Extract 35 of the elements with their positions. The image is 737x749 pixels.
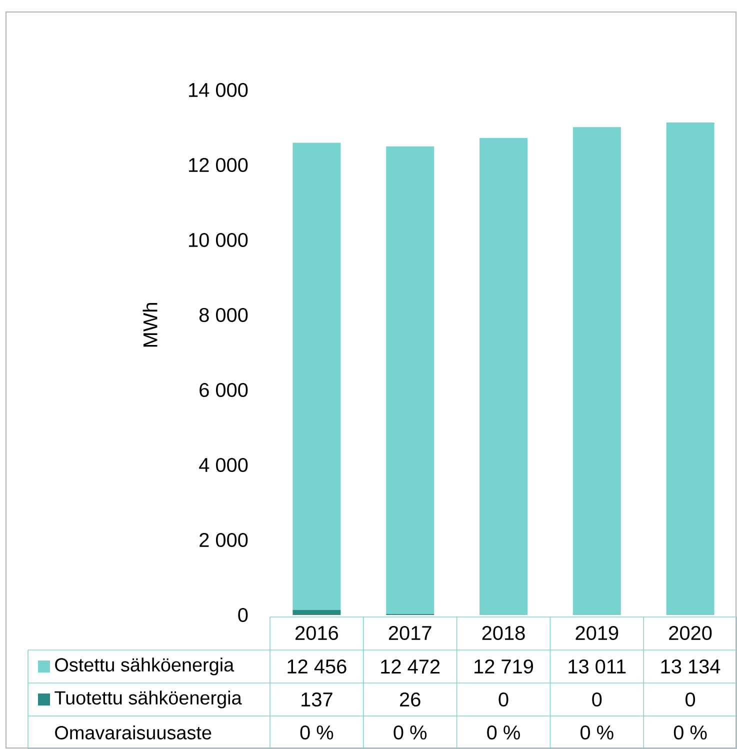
data-label: 0 [592,692,602,707]
data-label: 12 719 [474,659,533,674]
data-label: 0 % [487,725,520,740]
x-tick-label: 2018 [482,626,525,640]
x-tick-label: 2019 [576,626,618,640]
bar [386,146,434,614]
y-tick-label: 10 000 [189,232,248,248]
data-label: 12 472 [381,660,440,674]
data-label: 0 % [394,725,427,740]
data-label: 0 % [300,725,334,740]
data-label: 13 011 [568,659,626,674]
y-tick-label: 14 000 [189,82,248,98]
data-label: 0 [686,692,696,707]
x-tick-label: 2017 [388,626,432,640]
y-tick-label: 12 000 [189,158,248,172]
x-tick-label: 2020 [669,626,712,640]
bar [292,142,341,610]
legend-label: Tuotettu sähköenergia [54,690,242,708]
y-tick-label: 2 000 [200,532,248,548]
text: Omavaraisuusaste [55,726,212,740]
data-label: 0 % [674,725,707,740]
x-tick-label: 2016 [296,626,338,640]
data-label: 0 [498,692,508,707]
y-tick-label: 8 000 [199,308,248,322]
bar [292,610,341,615]
data-label: 13 134 [661,659,720,674]
data-label: 0 % [580,725,614,740]
y-tick-label: 0 [238,608,248,622]
data-label: 137 [302,692,332,707]
y-tick-label: 4 000 [199,458,248,472]
legend-label: Ostettu sähköenergia [55,658,234,676]
data-label: 26 [400,692,420,707]
y-axis-title: MWh [142,303,158,347]
data-label: 12 456 [288,659,346,674]
y-tick-label: 6 000 [200,382,248,398]
